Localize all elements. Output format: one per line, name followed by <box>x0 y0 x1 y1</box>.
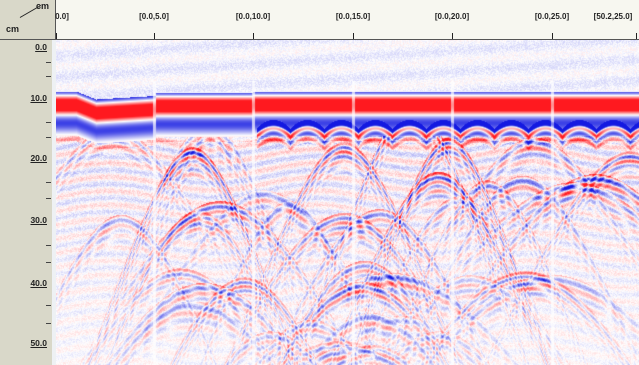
depth-minor-tick <box>46 198 51 199</box>
depth-label: 0.0 <box>35 42 47 52</box>
distance-tick <box>56 33 57 39</box>
depth-label: 20.0 <box>30 153 47 163</box>
distance-tick <box>452 33 453 39</box>
distance-tick <box>636 33 637 39</box>
distance-label: [0.0,20.0] <box>434 12 470 21</box>
distance-tick <box>253 33 254 39</box>
horizontal-unit-label: cm <box>35 1 49 11</box>
distance-label: [0.0,10.0] <box>235 12 271 21</box>
vertical-depth-ruler: 0.0 10.0 20.0 30.0 40.0 50.0 <box>0 40 56 365</box>
depth-minor-tick <box>46 305 51 306</box>
depth-minor-tick <box>46 62 51 63</box>
distance-label: [50.2,25.0] <box>593 12 633 21</box>
corner-divider <box>19 5 42 18</box>
distance-label: [0.0,15.0] <box>335 12 371 21</box>
depth-minor-tick <box>46 122 51 123</box>
profile-left-margin <box>52 40 56 365</box>
depth-minor-tick <box>46 262 51 263</box>
distance-tick <box>154 33 155 39</box>
distance-label: [0.0,5.0] <box>139 12 169 21</box>
horizontal-distance-ruler: 0.0] [0.0,5.0] [0.0,10.0] [0.0,15.0] [0.… <box>55 0 639 40</box>
depth-minor-tick <box>46 182 51 183</box>
depth-label: 40.0 <box>30 278 47 288</box>
distance-label: 0.0] <box>55 12 69 21</box>
distance-tick <box>353 33 354 39</box>
depth-label: 30.0 <box>30 215 47 225</box>
axis-unit-corner: cm cm <box>0 0 56 40</box>
gpr-radargram-image[interactable] <box>56 40 639 365</box>
depth-minor-tick <box>46 137 51 138</box>
depth-label: 10.0 <box>30 93 47 103</box>
depth-label: 50.0 <box>30 338 47 348</box>
depth-minor-tick <box>46 76 51 77</box>
distance-label: [0.0,25.0] <box>534 12 570 21</box>
vertical-unit-label: cm <box>6 24 20 34</box>
depth-minor-tick <box>46 323 51 324</box>
depth-minor-tick <box>46 245 51 246</box>
distance-tick <box>552 33 553 39</box>
